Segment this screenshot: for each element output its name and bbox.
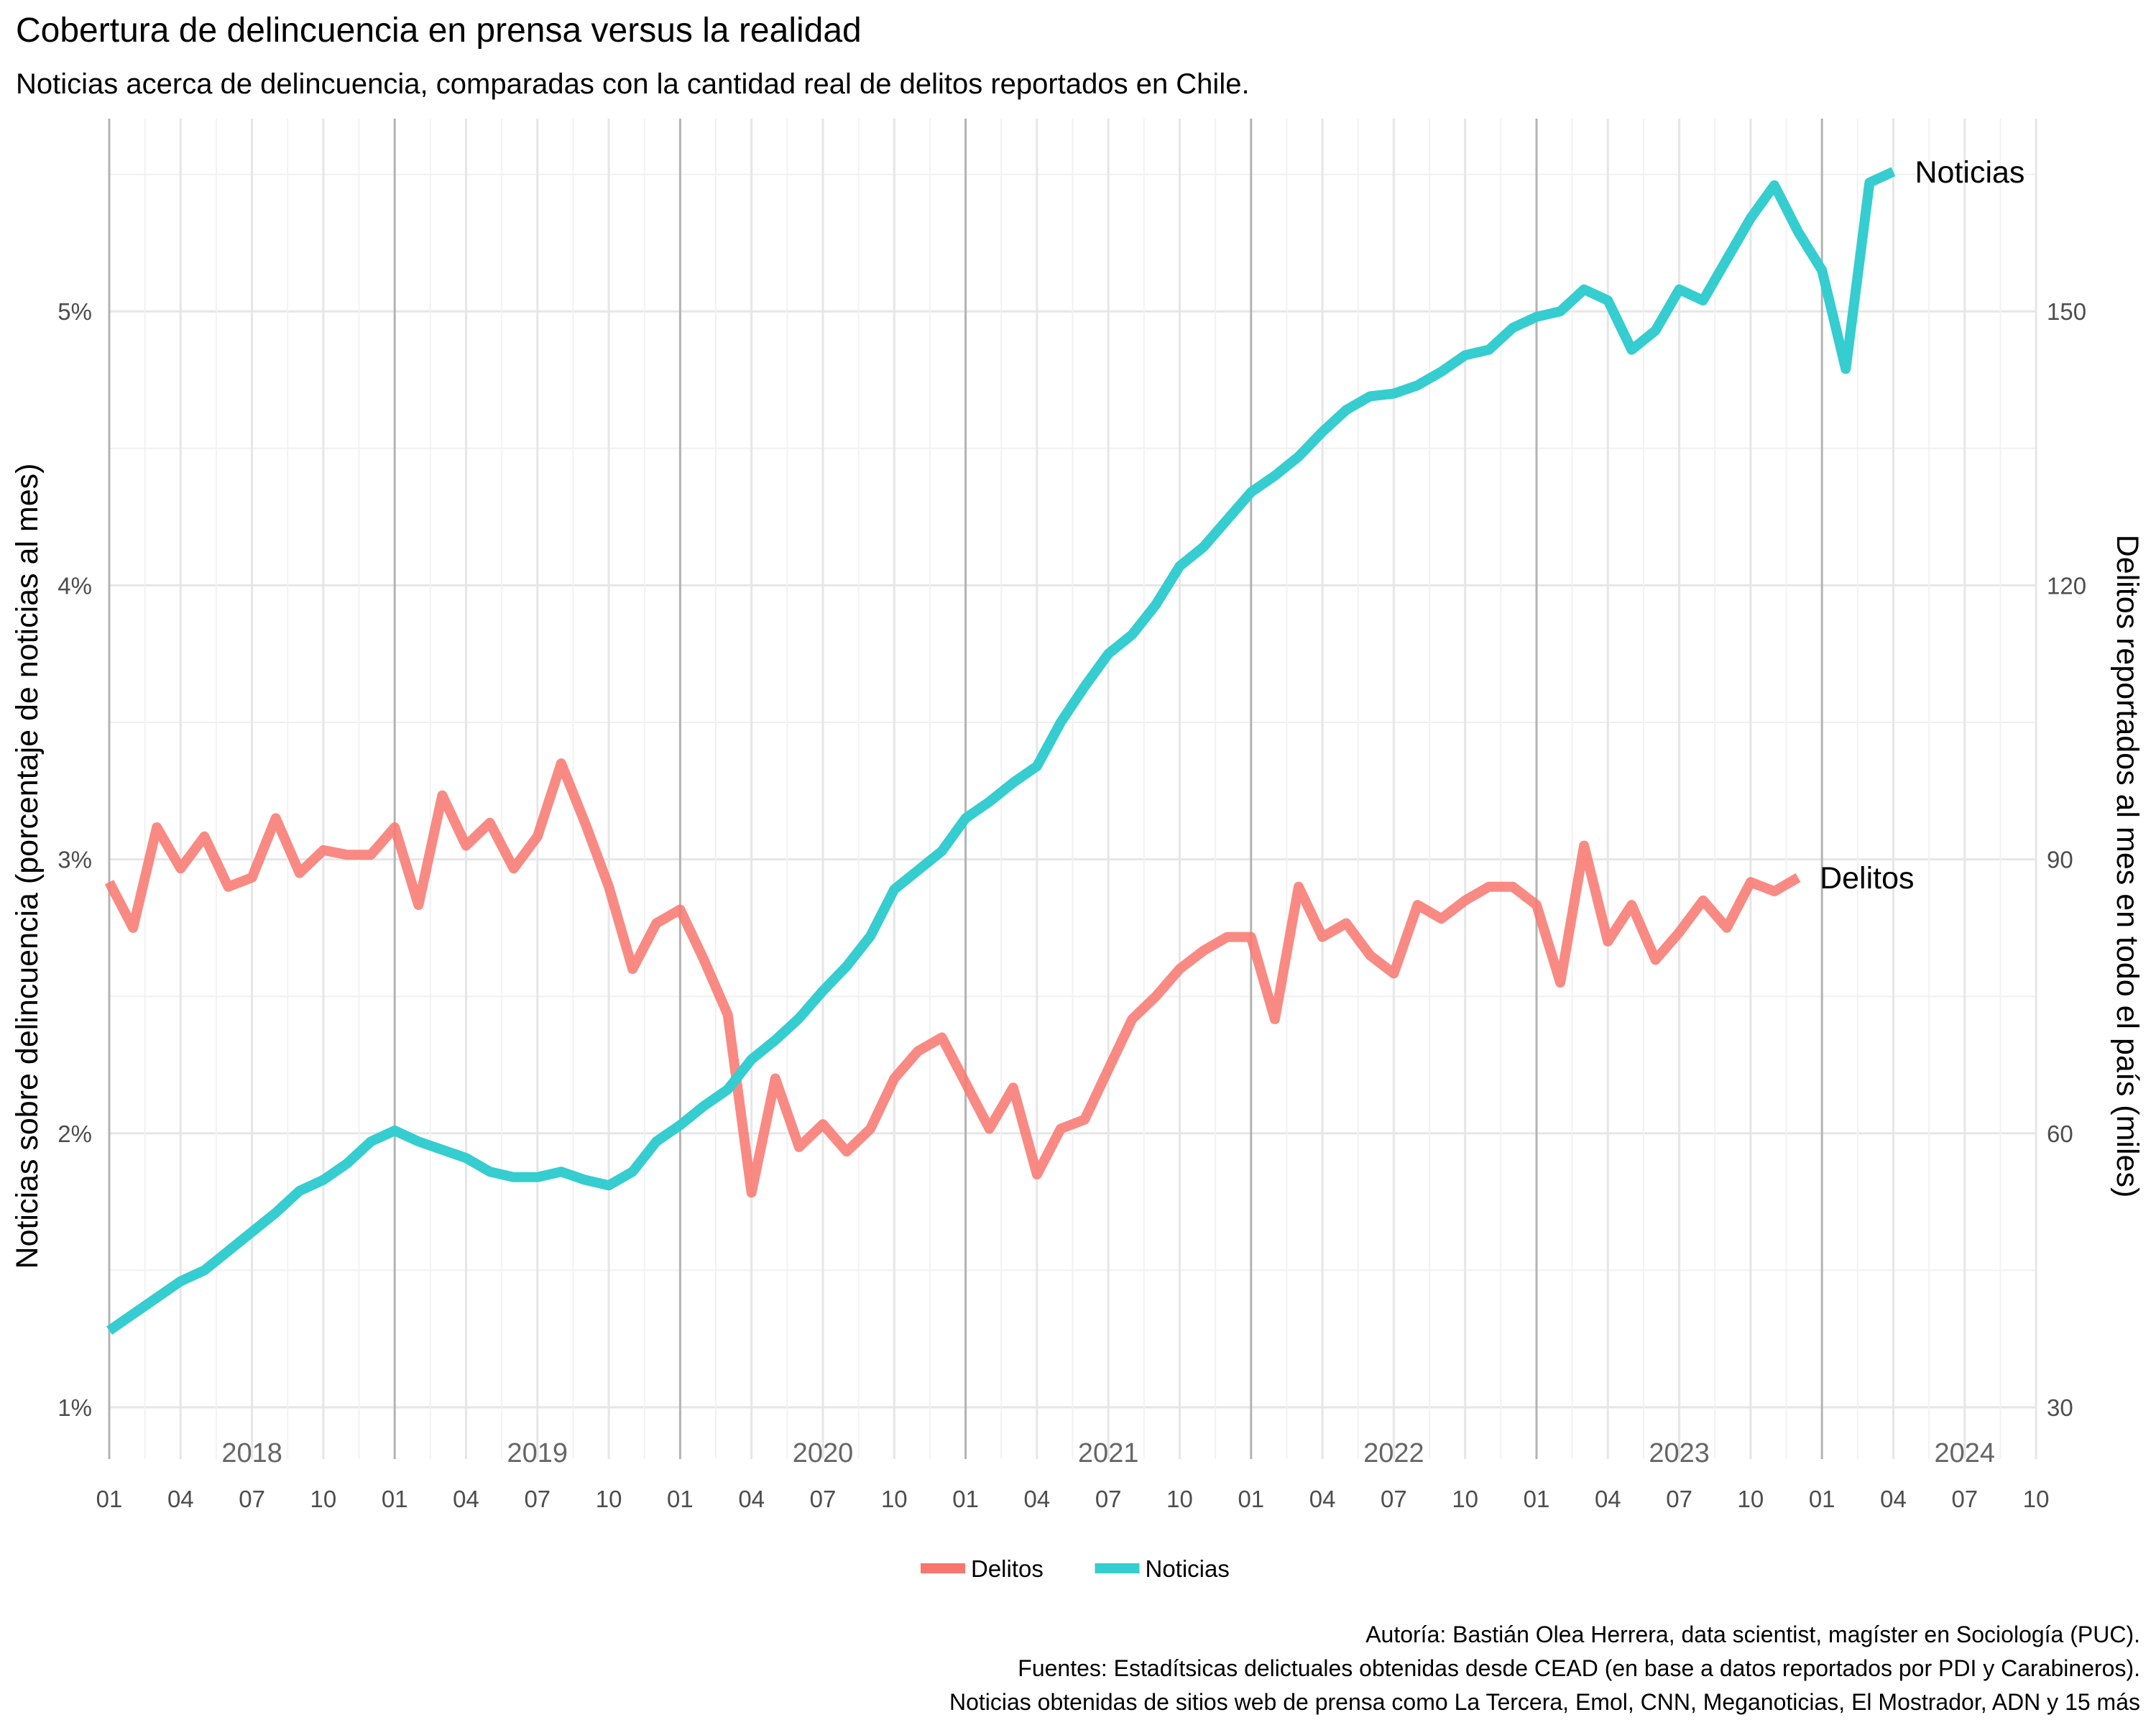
x-tick-label: 01	[1238, 1486, 1264, 1512]
y-left-tick-label: 2%	[57, 1121, 92, 1147]
x-tick-label: 04	[167, 1486, 194, 1512]
chart-title: Cobertura de delincuencia en prensa vers…	[16, 12, 862, 50]
x-tick-label: 10	[881, 1486, 908, 1512]
x-tick-label: 07	[1095, 1486, 1122, 1512]
end-label-delitos: Delitos	[1820, 861, 1914, 896]
series-line-delitos	[104, 758, 1801, 1198]
year-label: 2018	[221, 1438, 282, 1468]
x-tick-label: 10	[1166, 1486, 1193, 1512]
y-right-tick-label: 90	[2047, 847, 2073, 873]
x-tick-label: 10	[1452, 1486, 1478, 1512]
year-label: 2021	[1078, 1438, 1139, 1468]
x-tick-label: 07	[810, 1486, 837, 1512]
x-tick-label: 07	[1951, 1486, 1978, 1512]
y-left-tick-label: 4%	[57, 572, 92, 599]
y-left-tick-label: 1%	[57, 1394, 92, 1421]
year-label: 2019	[507, 1438, 568, 1468]
legend-label-noticias: Noticias	[1146, 1555, 1230, 1582]
x-tick-label: 07	[1381, 1486, 1407, 1512]
y-right-tick-label: 120	[2047, 572, 2086, 599]
legend-label-delitos: Delitos	[971, 1555, 1044, 1582]
x-tick-label: 07	[524, 1486, 550, 1512]
caption-line-1: Autoría: Bastián Olea Herrera, data scie…	[1365, 1622, 2140, 1647]
x-tick-label: 10	[310, 1486, 337, 1512]
series-end-labels: Delitos Noticias	[1820, 155, 2024, 896]
y-axis-right-title: Delitos reportados al mes en todo el paí…	[2110, 535, 2145, 1198]
y-right-tick-label: 60	[2047, 1121, 2073, 1147]
legend: Delitos Noticias	[921, 1555, 1230, 1582]
y-right-tick-label: 150	[2047, 298, 2086, 325]
y-axis-left-title: Noticias sobre delincuencia (porcentaje …	[10, 464, 45, 1269]
x-tick-label: 01	[1524, 1486, 1550, 1512]
axes: 1% 2% 3% 4% 5% 30 60 90 120 150 01 04 07 10 01 04 07 10 01…	[57, 298, 2086, 1512]
x-tick-label: 01	[1809, 1486, 1835, 1512]
x-tick-label: 04	[1595, 1486, 1621, 1512]
x-tick-label: 04	[1309, 1486, 1336, 1512]
year-label: 2022	[1363, 1438, 1424, 1468]
caption-line-3: Noticias obtenidas de sitios web de pren…	[949, 1689, 2140, 1715]
x-tick-label: 01	[382, 1486, 408, 1512]
x-tick-label: 01	[952, 1486, 979, 1512]
end-label-noticias: Noticias	[1915, 155, 2025, 190]
year-label: 2023	[1649, 1438, 1710, 1468]
caption-line-2: Fuentes: Estadítsicas delictuales obteni…	[1018, 1655, 2140, 1681]
year-label: 2024	[1935, 1438, 1996, 1468]
chart-subtitle: Noticias acerca de delincuencia, compara…	[16, 68, 1250, 100]
x-tick-label: 04	[453, 1486, 479, 1512]
x-tick-label: 01	[667, 1486, 694, 1512]
x-tick-label: 10	[596, 1486, 622, 1512]
series-lines	[104, 167, 1896, 1335]
x-tick-label: 10	[2023, 1486, 2050, 1512]
x-tick-label: 01	[96, 1486, 123, 1512]
x-tick-label: 04	[738, 1486, 765, 1512]
y-right-tick-label: 30	[2047, 1394, 2073, 1421]
year-label: 2020	[793, 1438, 854, 1468]
x-tick-label: 07	[239, 1486, 265, 1512]
x-tick-label: 04	[1024, 1486, 1051, 1512]
x-tick-label: 07	[1666, 1486, 1692, 1512]
y-left-tick-label: 3%	[57, 847, 92, 873]
grid	[108, 119, 2037, 1459]
y-left-tick-label: 5%	[57, 298, 92, 325]
series-line-noticias	[106, 167, 1896, 1335]
x-tick-label: 10	[1738, 1486, 1764, 1512]
x-tick-label: 04	[1880, 1486, 1907, 1512]
